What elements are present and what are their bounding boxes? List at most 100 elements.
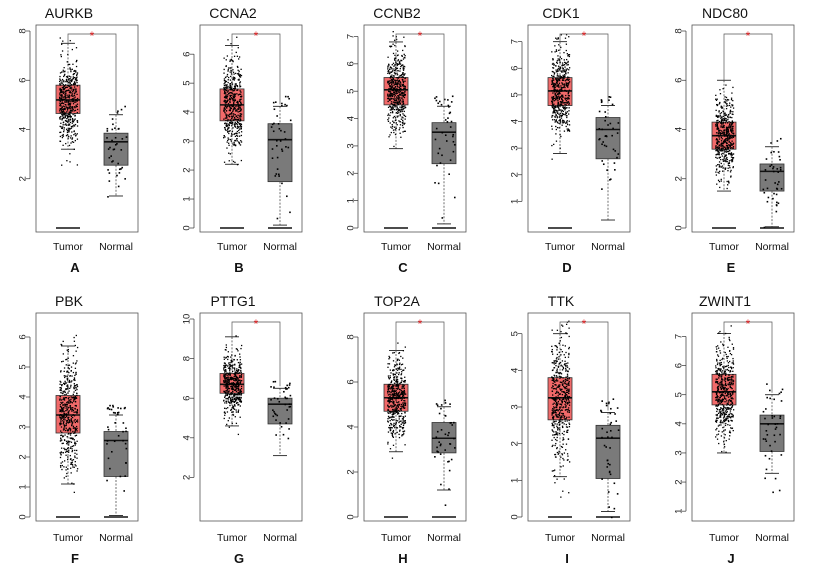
data-point — [238, 115, 241, 117]
data-point — [60, 462, 62, 464]
data-point — [60, 401, 62, 404]
data-point — [559, 361, 562, 364]
data-point — [61, 361, 63, 363]
data-point — [775, 210, 778, 213]
data-point — [284, 396, 286, 399]
data-point — [72, 445, 75, 447]
data-point — [396, 63, 398, 65]
data-point — [399, 109, 401, 112]
data-point — [403, 384, 405, 387]
data-point — [231, 83, 234, 85]
data-point — [561, 121, 564, 123]
data-point — [237, 94, 240, 96]
data-point — [398, 97, 400, 99]
data-point — [564, 37, 567, 39]
data-point — [566, 420, 568, 422]
data-point — [387, 405, 389, 407]
data-point — [404, 94, 406, 97]
data-point — [74, 442, 76, 445]
data-point — [559, 75, 561, 77]
data-point — [75, 47, 78, 49]
y-tick-label: 6 — [510, 66, 521, 71]
data-point — [75, 77, 78, 79]
data-point — [402, 49, 404, 52]
data-point — [234, 108, 236, 110]
data-point — [724, 129, 726, 131]
data-point — [289, 119, 292, 122]
data-point — [240, 103, 243, 105]
data-point — [61, 464, 63, 467]
data-point — [557, 432, 559, 434]
data-point — [401, 398, 403, 400]
data-point — [555, 412, 557, 414]
data-point — [724, 96, 726, 98]
data-point — [64, 380, 66, 383]
data-point — [236, 164, 239, 166]
data-point — [226, 75, 228, 77]
data-point — [401, 418, 404, 420]
data-point — [727, 139, 729, 142]
data-point — [225, 373, 227, 375]
data-point — [389, 91, 391, 93]
data-point — [63, 421, 65, 423]
data-point — [238, 58, 240, 60]
data-point — [552, 388, 555, 390]
data-point — [60, 453, 62, 455]
data-point — [722, 121, 725, 124]
data-point — [393, 369, 395, 371]
data-point — [400, 403, 403, 406]
data-point — [403, 381, 405, 383]
data-point — [395, 66, 397, 69]
data-point — [398, 372, 400, 374]
data-point — [70, 366, 73, 368]
data-point — [394, 81, 396, 83]
data-point — [237, 404, 239, 406]
data-point — [556, 329, 559, 331]
data-point — [226, 355, 229, 358]
data-point — [235, 110, 237, 112]
data-point — [59, 405, 62, 408]
data-point — [395, 397, 397, 400]
data-point — [558, 79, 560, 81]
data-point — [555, 49, 558, 51]
data-point — [393, 115, 396, 118]
data-point — [559, 340, 561, 342]
data-point — [107, 426, 109, 428]
data-point — [60, 434, 62, 437]
data-point — [71, 375, 73, 377]
data-point — [72, 466, 74, 468]
data-point — [61, 111, 63, 113]
data-point — [226, 116, 228, 119]
data-point — [719, 149, 721, 151]
data-point — [74, 435, 76, 437]
data-point — [228, 396, 231, 398]
data-point — [721, 170, 724, 172]
data-point — [568, 124, 571, 126]
data-point — [776, 183, 779, 186]
data-point — [228, 390, 230, 392]
data-point — [402, 384, 404, 386]
data-point — [73, 148, 75, 150]
data-point — [607, 491, 610, 493]
data-point — [553, 100, 555, 102]
data-point — [272, 409, 274, 411]
data-point — [68, 102, 71, 104]
data-point — [74, 449, 76, 452]
data-point — [71, 68, 73, 70]
data-point — [69, 83, 71, 85]
data-point — [395, 389, 397, 392]
data-point — [73, 101, 76, 103]
data-point — [75, 70, 77, 72]
data-point — [65, 114, 67, 116]
data-point — [228, 362, 230, 364]
data-point — [718, 120, 721, 123]
data-point — [231, 97, 233, 100]
data-point — [59, 75, 61, 78]
data-point — [551, 125, 553, 127]
group-label-normal: Normal — [99, 241, 133, 253]
data-point — [67, 397, 70, 400]
data-point — [717, 133, 720, 135]
data-point — [69, 447, 72, 449]
data-point — [68, 135, 70, 138]
data-point — [724, 149, 726, 151]
